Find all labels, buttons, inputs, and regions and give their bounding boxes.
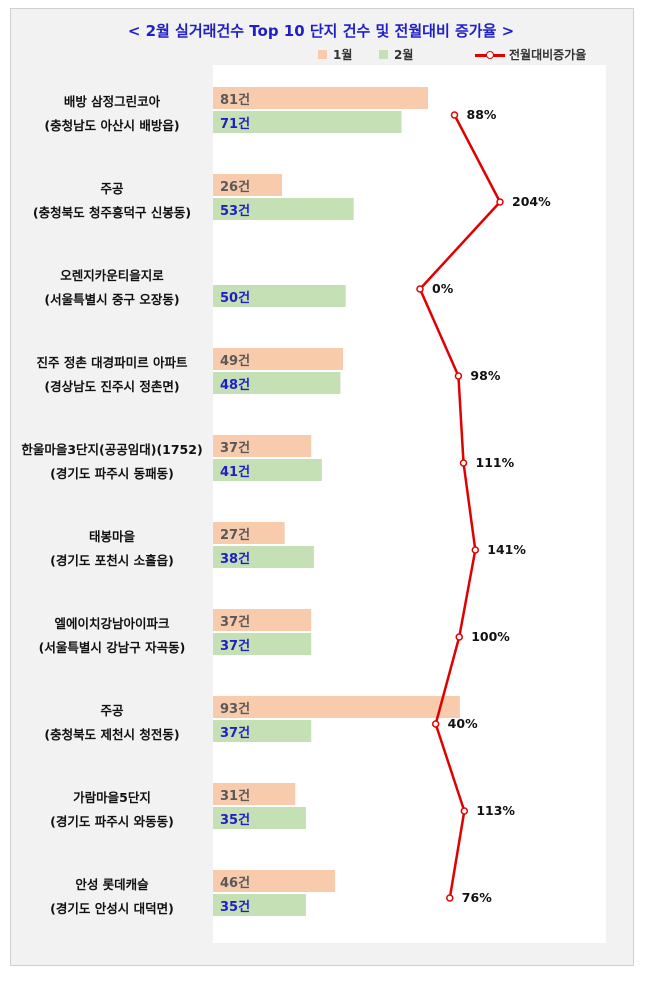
bar-jan [213, 522, 285, 544]
category-name: 진주 정촌 대경파미르 아파트 [36, 355, 188, 370]
rate-label: 88% [467, 107, 497, 122]
legend-item-jan: 1월 [318, 46, 352, 63]
bar-jan [213, 870, 336, 892]
bar-feb [213, 198, 354, 220]
bar-jan [213, 174, 283, 196]
category-name: 주공 [100, 181, 124, 196]
legend-swatch-feb [379, 50, 388, 59]
category-name: 주공 [100, 703, 124, 718]
category-name: 가람마을5단지 [73, 790, 151, 805]
bar-label-feb: 53건 [220, 203, 250, 219]
category-location: (경기도 파주시 동패동) [50, 466, 174, 481]
rate-point [459, 459, 468, 467]
bar-label-jan: 26건 [220, 179, 250, 195]
legend-line-icon [475, 50, 505, 60]
bar-jan [213, 783, 296, 805]
bar-label-jan: 46건 [220, 875, 250, 891]
bar-label-jan: 27건 [220, 527, 250, 543]
rate-point [471, 546, 480, 554]
bar-label-jan: 81건 [220, 92, 250, 108]
category-name: 오렌지카운티을지로 [60, 268, 164, 283]
rate-label: 141% [487, 542, 526, 557]
bar-label-jan: 31건 [220, 788, 250, 804]
rate-label: 204% [512, 194, 551, 209]
category-location: (서울특별시 중구 오장동) [44, 292, 180, 307]
category-location: (충청남도 아산시 배방읍) [44, 118, 180, 133]
bar-feb [213, 459, 322, 481]
bar-jan [213, 87, 428, 109]
bar-label-jan: 49건 [220, 353, 250, 369]
rate-label: 100% [471, 629, 510, 644]
rate-point [450, 111, 459, 119]
rate-point [454, 372, 463, 380]
bar-label-feb: 37건 [220, 638, 250, 654]
category-location: (경기도 포천시 소흘읍) [50, 553, 174, 568]
bar-label-feb: 50건 [220, 290, 250, 306]
bar-feb [213, 720, 312, 742]
category-name: 태봉마을 [88, 529, 135, 544]
legend-item-rate: 전월대비증가율 [475, 46, 586, 63]
category-name: 한울마을3단지(공공임대)(1752) [21, 442, 203, 457]
rate-label: 98% [470, 368, 500, 383]
legend-label-jan: 1월 [333, 48, 353, 62]
category-location: (충청북도 청주흥덕구 신봉동) [32, 205, 192, 220]
bar-jan [213, 609, 312, 631]
bar-label-feb: 48건 [220, 377, 250, 393]
rate-label: 40% [448, 716, 478, 731]
bar-feb [213, 111, 402, 133]
bar-label-feb: 41건 [220, 464, 250, 480]
category-location: (경기도 안성시 대덕면) [50, 901, 174, 916]
rate-label: 76% [462, 890, 492, 905]
rate-point [460, 807, 469, 815]
bar-feb [213, 546, 314, 568]
rate-point [416, 285, 424, 293]
bar-label-jan: 37건 [220, 614, 250, 630]
bar-feb [213, 633, 312, 655]
rate-line [418, 114, 502, 899]
category-location: (서울특별시 강남구 자곡동) [38, 640, 186, 655]
bar-label-feb: 35건 [220, 899, 250, 915]
bar-label-jan: 37건 [220, 440, 250, 456]
rate-label: 111% [476, 455, 515, 470]
chart-title: < 2월 실거래건수 Top 10 단지 건수 및 전월대비 증가율 > [127, 22, 515, 40]
category-name: 안성 롯데캐슬 [75, 877, 149, 892]
category-name: 엘에이치강남아이파크 [54, 616, 170, 631]
bar-feb [213, 372, 341, 394]
rate-label: 113% [476, 803, 515, 818]
rate-point [446, 894, 454, 902]
category-location: (경상남도 진주시 정촌면) [44, 379, 180, 394]
rate-point [431, 720, 440, 728]
legend-label-feb: 2월 [394, 48, 414, 62]
bar-label-jan: 93건 [220, 701, 250, 717]
bar-jan [213, 348, 344, 370]
legend-swatch-jan [318, 50, 327, 59]
rate-point [455, 633, 463, 641]
bar-feb [213, 285, 346, 307]
rate-label: 0% [432, 281, 454, 296]
bar-label-feb: 37건 [220, 725, 250, 741]
legend-label-rate: 전월대비증가율 [509, 48, 587, 62]
rate-point [496, 198, 504, 206]
bar-label-feb: 38건 [220, 551, 250, 567]
bar-label-feb: 35건 [220, 812, 250, 828]
bar-label-feb: 71건 [220, 116, 250, 132]
category-name: 배방 삼정그린코아 [63, 94, 161, 109]
bar-feb [213, 894, 306, 916]
legend-item-feb: 2월 [379, 46, 413, 63]
bar-jan [213, 696, 460, 718]
bar-feb [213, 807, 306, 829]
bar-jan [213, 435, 312, 457]
category-location: (경기도 파주시 와동동) [50, 814, 174, 829]
category-location: (충청북도 제천시 청전동) [44, 727, 180, 742]
